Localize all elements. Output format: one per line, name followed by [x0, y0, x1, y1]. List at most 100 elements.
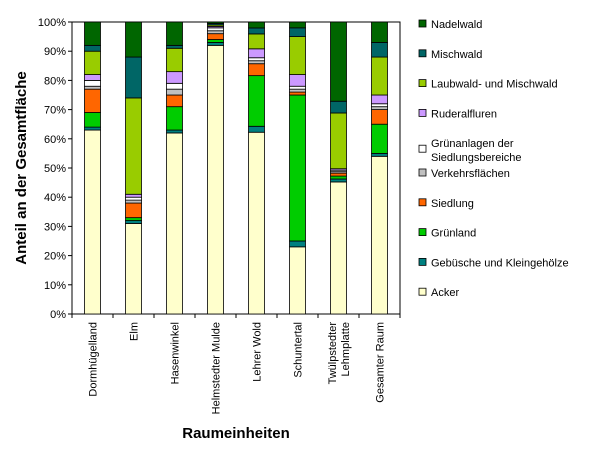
x-tick-label-line: Helmstedter Mulde: [211, 322, 223, 414]
legend-label-line: Grünanlagen der: [431, 138, 514, 150]
bar-segment: [125, 217, 142, 221]
y-axis-title: Anteil an der Gesamtfläche: [13, 71, 30, 264]
y-tick-label: 30%: [44, 221, 66, 233]
bar-segment: [289, 21, 306, 29]
bar-segment: [84, 129, 101, 315]
x-tick-label: Hasenwinkel: [170, 322, 182, 384]
legend-label: Grünanlagen der Siedlungsbereiche: [431, 138, 522, 164]
bar-segment: [289, 36, 306, 75]
bar-segment: [166, 94, 183, 108]
y-tick-label: 50%: [44, 163, 66, 175]
legend-swatch: [418, 49, 427, 58]
bar-segment: [166, 88, 183, 96]
bar-segment: [125, 199, 142, 204]
legend-label-line: Grünland: [431, 228, 476, 240]
bar-segment: [371, 106, 388, 111]
y-tick-label: 80%: [44, 75, 66, 87]
legend-label-line: Mischwald: [431, 49, 482, 61]
bar-segment: [289, 94, 306, 242]
x-tick-label: Dormhügelland: [88, 322, 100, 397]
bar-segment: [371, 94, 388, 105]
x-tick-label-line: Elm: [129, 322, 141, 341]
x-tick-label-line: Lehrer Wold: [252, 322, 264, 382]
bar-segment: [330, 21, 347, 102]
bar-segment: [84, 21, 101, 46]
bar-segment: [371, 109, 388, 125]
bar-segment: [207, 39, 224, 43]
x-axis: Dormhügelland Elm Hasenwinkel Helmstedter M…: [71, 314, 401, 414]
legend-label-line: Verkehrsflächen: [431, 168, 510, 180]
x-tick-label: Gesamter Raum: [375, 322, 387, 403]
bar-segment: [125, 196, 142, 201]
bar-segment: [207, 42, 224, 46]
legend-label-line: Ruderalfluren: [431, 108, 497, 120]
bar-segment: [125, 97, 142, 195]
bar-segment: [248, 75, 265, 127]
bar-segment: [125, 21, 142, 58]
y-tick-label: 0%: [50, 309, 66, 321]
legend-swatch: [418, 168, 427, 177]
legend-swatch: [418, 287, 427, 296]
bar-segment: [289, 27, 306, 38]
y-tick-label: 90%: [44, 46, 66, 58]
bar-segment: [207, 21, 224, 24]
bar-segment: [371, 21, 388, 43]
bar-segment: [84, 85, 101, 90]
y-tick-label: 40%: [44, 192, 66, 204]
bar-segment: [84, 88, 101, 113]
bar-segment: [248, 57, 265, 62]
bar-segment: [84, 74, 101, 81]
x-tick-label: Elm: [129, 322, 141, 341]
bar-segment: [371, 42, 388, 58]
legend-label: Verkehrsflächen: [431, 168, 510, 180]
legend-swatch: [418, 257, 427, 266]
bar-segment: [248, 21, 265, 29]
bar-segment: [371, 123, 388, 154]
bar-segment: [289, 74, 306, 87]
plot-area: [71, 21, 401, 315]
legend-label: Laubwald- und Mischwald: [431, 79, 558, 91]
bar-segment: [371, 56, 388, 96]
bar-segment: [330, 100, 347, 114]
bar-segment: [330, 172, 347, 177]
bar-segment: [207, 30, 224, 35]
legend-swatch: [418, 144, 427, 153]
legend-label: Nadelwald: [431, 19, 482, 31]
legend-label-line: Laubwald- und Mischwald: [431, 79, 558, 91]
legend-label: Gebüsche und Kleingehölze: [431, 257, 569, 269]
plot-frame: [71, 21, 401, 315]
bar-segment: [166, 106, 183, 131]
x-tick-label: TwülpstedterLehmplatte: [327, 322, 352, 385]
bar-segment: [371, 103, 388, 108]
bar-segment: [248, 125, 265, 133]
bar-segment: [248, 27, 265, 35]
bar-segment: [248, 63, 265, 77]
bar-segment: [330, 175, 347, 180]
y-tick-label: 10%: [44, 280, 66, 292]
bar-segment: [248, 33, 265, 50]
x-tick-label: Lehrer Wold: [252, 322, 264, 382]
bar-segment: [125, 56, 142, 99]
bar-segment: [289, 246, 306, 315]
legend-label: Ruderalfluren: [431, 108, 497, 120]
bar-segment: [248, 60, 265, 65]
bar-segment: [166, 21, 183, 46]
x-tick-label-line: Lehmplatte: [340, 322, 352, 376]
bar-segment: [125, 220, 142, 224]
bar-segment: [166, 132, 183, 315]
bar-segment: [207, 33, 224, 40]
x-tick-label-line: Twülpstedter: [327, 322, 339, 385]
legend-label: Acker: [431, 287, 459, 299]
legend-label: Siedlung: [431, 198, 474, 210]
bar-segment: [289, 240, 306, 248]
bar-segment: [248, 131, 265, 315]
x-tick-label-line: Dormhügelland: [88, 322, 100, 397]
y-tick-label: 70%: [44, 105, 66, 117]
legend-label-line: Siedlungsbereiche: [431, 152, 522, 164]
y-tick-label: 100%: [38, 17, 66, 29]
legend-swatch: [418, 19, 427, 28]
bar-segment: [207, 44, 224, 315]
x-tick-label-line: Hasenwinkel: [170, 322, 182, 384]
legend-swatch: [418, 198, 427, 207]
